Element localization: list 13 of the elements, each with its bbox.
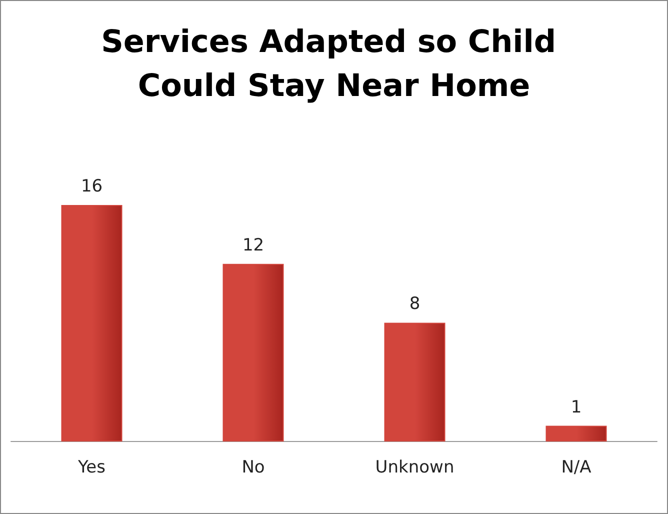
bar — [61, 204, 122, 442]
data-label: 1 — [570, 397, 582, 418]
data-label: 16 — [80, 176, 103, 196]
x-tick-label: Unknown — [375, 458, 454, 478]
bar — [222, 264, 284, 442]
data-label: 12 — [242, 235, 264, 256]
bar — [384, 322, 446, 442]
x-tick-label: N/A — [561, 458, 592, 478]
chart-title: Services Adapted so Child Could Stay Near Home — [101, 24, 567, 104]
bar — [546, 426, 607, 442]
x-tick-label: Yes — [77, 458, 106, 478]
data-label: 8 — [409, 294, 420, 314]
x-tick-label: No — [242, 458, 265, 478]
